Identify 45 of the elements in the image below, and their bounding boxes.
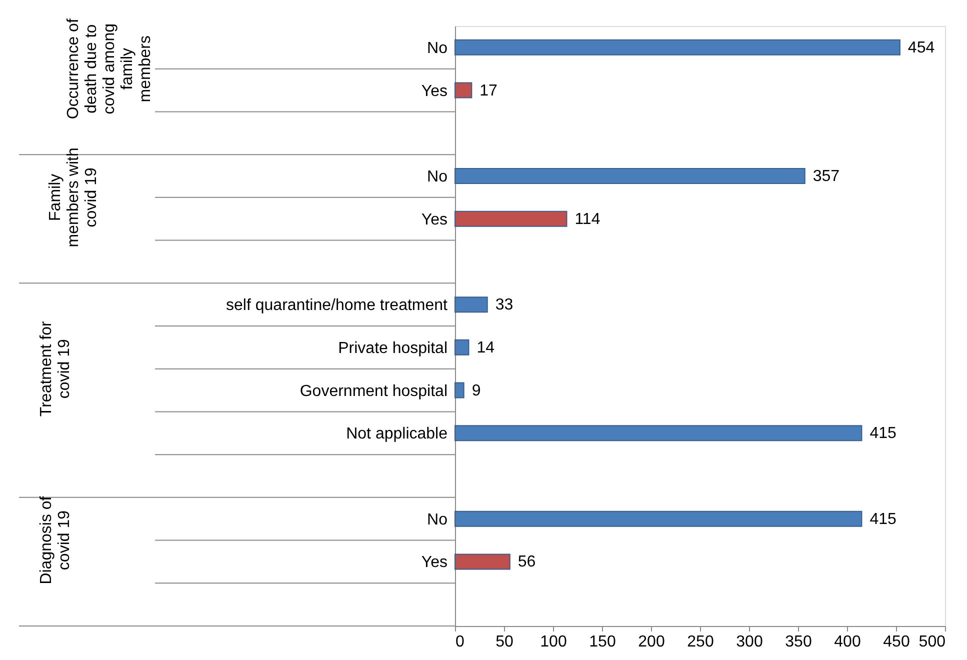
- data-label: 454: [908, 39, 935, 56]
- y-tick-label: Yes: [421, 211, 448, 228]
- y-tick-label: No: [427, 168, 448, 186]
- text: Occurrence of death due to covid among family members: [65, 18, 154, 120]
- x-tick-label: 250: [687, 634, 714, 650]
- x-tick-label: 450: [883, 634, 910, 650]
- bar: [454, 554, 510, 570]
- text: Family members with covid 19: [47, 148, 100, 248]
- y-tick-label: No: [427, 40, 448, 57]
- x-tick-label: 350: [785, 634, 812, 650]
- data-label: 33: [495, 296, 514, 314]
- x-tick-label: 300: [736, 634, 763, 650]
- y-tick-label: No: [427, 511, 448, 528]
- bar: [454, 382, 464, 398]
- x-tick-label: 150: [589, 634, 616, 650]
- data-label: 114: [574, 210, 600, 228]
- bar: [454, 510, 862, 527]
- y-tick-label: self quarantine/home treatment: [226, 297, 448, 314]
- x-tick-label: 400: [834, 634, 861, 650]
- data-label: 14: [476, 339, 495, 356]
- data-label: 415: [870, 425, 896, 442]
- x-tick-label: 500: [918, 634, 946, 650]
- data-label: 415: [870, 510, 896, 528]
- x-tick-label: 200: [638, 634, 665, 650]
- x-tick-label: 100: [540, 634, 567, 650]
- text: Treatment for covid 19: [38, 320, 73, 417]
- data-label: 9: [472, 382, 481, 400]
- bar: [454, 339, 470, 356]
- x-tick-label: 50: [496, 634, 514, 650]
- y-tick-label: Yes: [421, 82, 448, 100]
- y-tick-label: Private hospital: [338, 340, 448, 357]
- bar: [454, 82, 472, 98]
- bar: [454, 425, 862, 442]
- bar: [454, 168, 806, 184]
- y-tick-label: Government hospital: [300, 382, 448, 400]
- y-tick-label: Not applicable: [346, 426, 448, 443]
- bar: [454, 39, 900, 56]
- text: Diagnosis of covid 19: [38, 496, 73, 584]
- data-label: 56: [518, 554, 536, 571]
- data-label: 357: [812, 168, 840, 185]
- bar: [454, 296, 488, 313]
- y-tick-label: Yes: [421, 554, 448, 572]
- data-label: 17: [480, 82, 498, 100]
- x-tick-label: 0: [456, 634, 464, 650]
- bar: [454, 210, 568, 227]
